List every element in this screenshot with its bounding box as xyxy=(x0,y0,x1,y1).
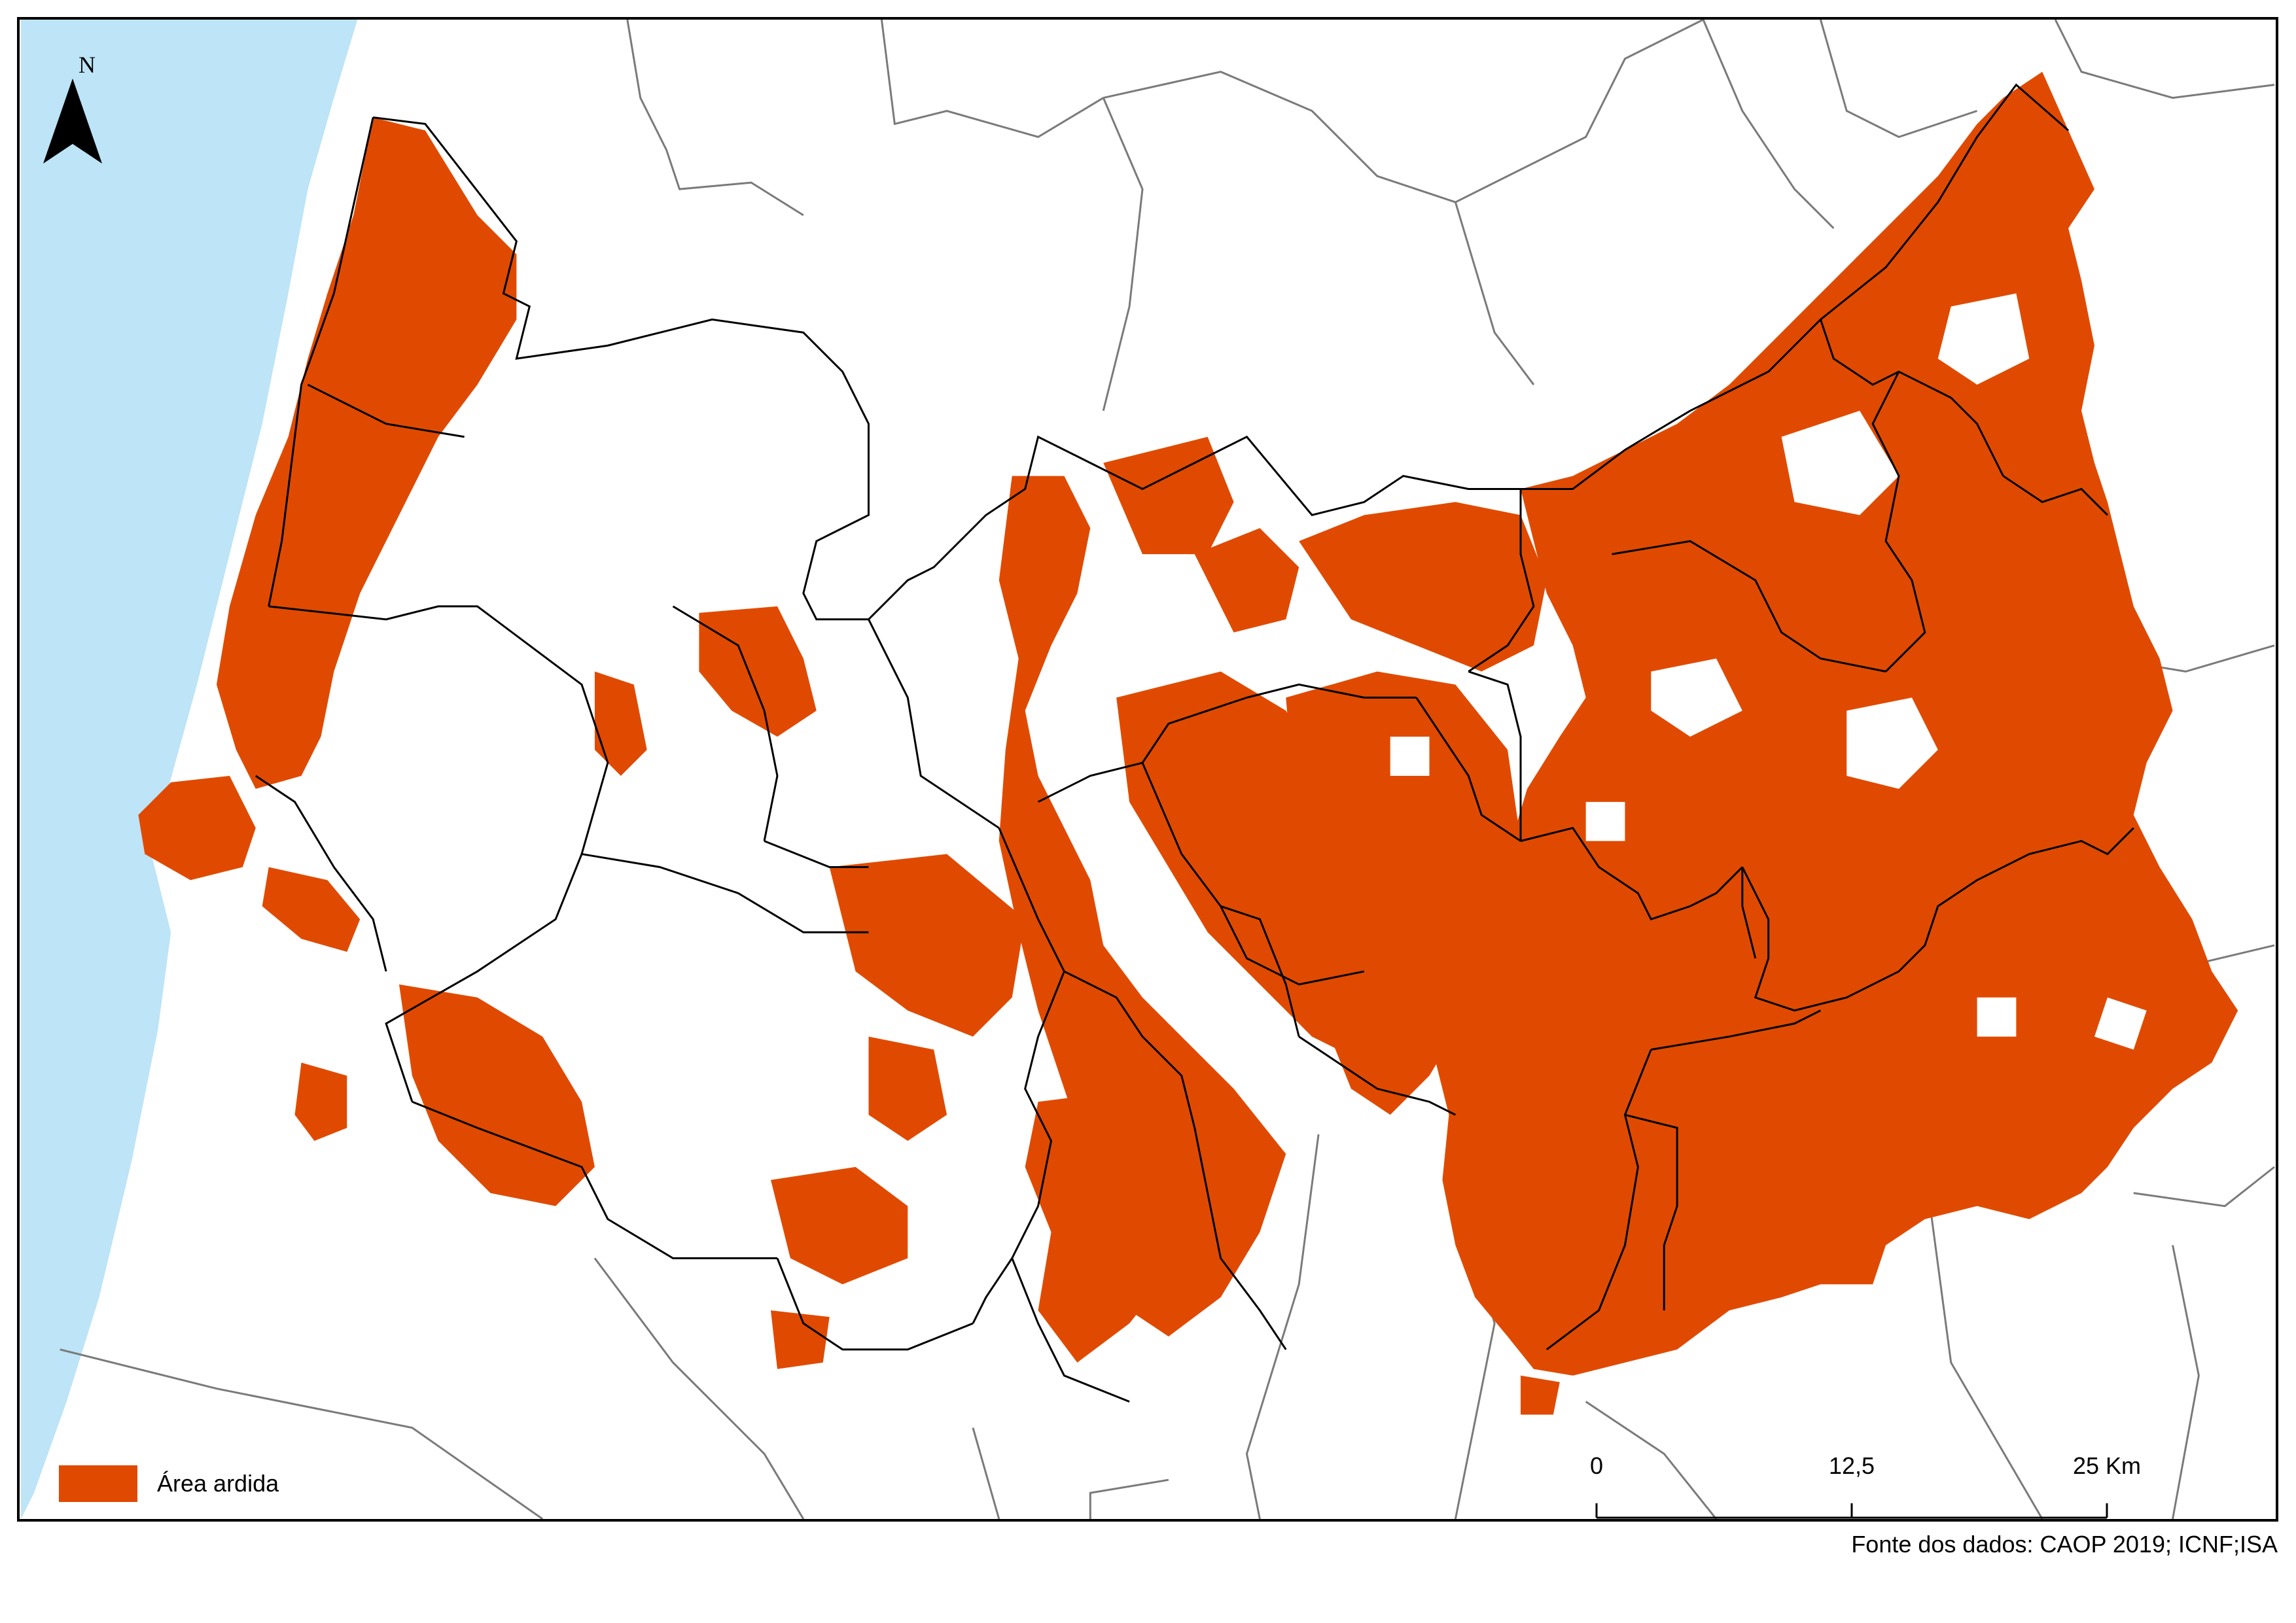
map-canvas[interactable] xyxy=(20,20,2276,1519)
boundary-line xyxy=(1585,1401,1718,1519)
municipality-boundary xyxy=(1037,696,1247,803)
municipality-boundary xyxy=(412,1100,777,1259)
burned-area-central-patch xyxy=(771,1166,908,1285)
unburned-hole xyxy=(1846,697,1938,789)
north-label: N xyxy=(79,52,96,78)
municipality-boundary xyxy=(581,853,869,934)
boundary-line xyxy=(1103,71,1535,385)
burned-area-central-patch xyxy=(699,606,817,737)
municipality-boundary xyxy=(1468,489,1535,672)
boundary-line xyxy=(1089,1478,1169,1519)
municipality-boundary xyxy=(255,775,387,972)
boundary-line xyxy=(1245,1134,1320,1519)
burned-area-coast-patch xyxy=(294,1062,347,1142)
boundary-line xyxy=(1819,20,1978,138)
municipality-boundary xyxy=(1625,1113,1678,1311)
burned-area-central-patch xyxy=(594,671,647,776)
scale-label-mid: 12,5 xyxy=(1828,1452,1875,1479)
scale-bar-line xyxy=(1595,1503,2108,1519)
municipality-boundary xyxy=(1298,1036,1457,1116)
unburned-hole xyxy=(1977,997,2017,1037)
burned-area-coast-patch xyxy=(138,775,256,881)
municipality-boundary xyxy=(868,619,1000,829)
sea-area xyxy=(21,20,358,1519)
municipality-boundary xyxy=(764,840,869,868)
boundary-line xyxy=(972,1427,1000,1519)
municipality-boundary xyxy=(1415,697,1521,842)
municipality-boundary xyxy=(1741,827,2134,1012)
municipality-boundary xyxy=(1063,970,1196,1128)
burned-area-east-patch xyxy=(1521,1375,1560,1415)
burned-area-central-patch xyxy=(829,854,1025,1037)
boundary-line xyxy=(880,20,1104,138)
municipality-boundary xyxy=(1141,762,1365,986)
burned-area-coast-north xyxy=(216,117,517,789)
study-area-boundary xyxy=(372,83,2070,621)
municipality-boundary xyxy=(1741,867,1757,959)
unburned-hole xyxy=(1781,410,1899,515)
municipality-boundary xyxy=(1520,826,1743,921)
legend-swatch xyxy=(59,1465,137,1502)
unburned-hole xyxy=(1937,293,2030,385)
unburned-hole xyxy=(1585,801,1625,841)
municipality-boundary xyxy=(307,383,465,438)
municipality-boundary xyxy=(1246,683,1417,699)
north-arrow-icon xyxy=(43,79,102,164)
burned-area-coast-patch xyxy=(262,867,361,952)
municipality-boundary xyxy=(1011,1257,1130,1403)
municipality-boundary xyxy=(1220,905,1300,1037)
boundary-line xyxy=(1455,20,1704,203)
scale-bar: 0 12,5 25 Km xyxy=(1577,1452,2141,1519)
municipality-boundary xyxy=(1819,319,2004,477)
boundary-line xyxy=(2133,1166,2275,1208)
municipality-boundary xyxy=(1612,540,1886,672)
municipality-boundary xyxy=(2002,475,2108,516)
municipality-boundary xyxy=(385,644,609,1102)
scale-label-start: 0 xyxy=(1589,1452,1604,1479)
municipality-boundary xyxy=(972,828,1066,1324)
map-frame: N Área ardida 0 12,5 25 Km xyxy=(17,17,2278,1522)
boundary-line xyxy=(1924,1166,2043,1519)
boundary-line xyxy=(593,1257,805,1519)
legend: Área ardida xyxy=(59,1465,279,1502)
burned-area-main-east xyxy=(1436,71,2238,1376)
municipality-boundary xyxy=(672,605,779,841)
boundary-line xyxy=(626,20,804,217)
municipality-boundary xyxy=(1545,1049,1652,1351)
boundary-line xyxy=(2054,20,2275,99)
legend-label: Área ardida xyxy=(157,1470,279,1497)
municipality-boundary xyxy=(1468,671,1522,841)
burned-area-center-east xyxy=(998,476,1286,1336)
municipality-boundary xyxy=(1193,1127,1287,1350)
scale-label-end: 25 Km xyxy=(2072,1452,2142,1479)
unburned-hole xyxy=(1390,737,1430,776)
municipality-boundary xyxy=(1651,1009,1822,1051)
municipality-boundary xyxy=(776,1257,974,1351)
boundary-line xyxy=(60,1348,544,1519)
burned-area-central-patch xyxy=(868,1036,947,1142)
municipality-boundary xyxy=(1871,371,1926,672)
municipality-boundary xyxy=(268,605,531,646)
burned-area-central-patch xyxy=(398,984,595,1206)
boundary-line xyxy=(2172,1245,2200,1519)
unburned-hole xyxy=(1651,658,1742,737)
burned-area-south-patch xyxy=(771,1310,830,1369)
boundary-line xyxy=(1102,97,1144,411)
data-source-text: Fonte dos dados: CAOP 2019; ICNF;ISA xyxy=(1851,1531,2278,1558)
boundary-line xyxy=(1702,20,1835,229)
burned-area-center-east xyxy=(1299,502,1547,672)
municipality-boundary xyxy=(268,117,374,607)
unburned-hole xyxy=(2094,997,2147,1050)
burned-area-center-east xyxy=(1103,436,1234,555)
